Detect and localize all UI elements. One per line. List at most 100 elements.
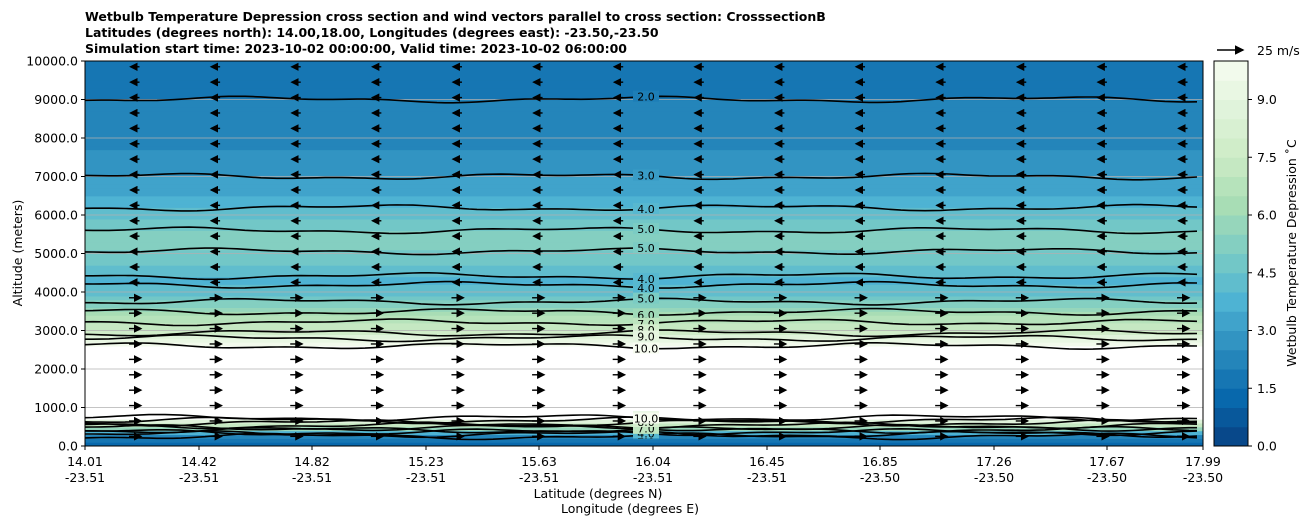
contour-label-bg	[633, 281, 659, 293]
field-band	[85, 403, 1203, 409]
colorbar-band	[1214, 80, 1248, 100]
contour-label-bg	[633, 308, 659, 320]
field-band	[85, 218, 1203, 224]
field-band	[85, 180, 1203, 185]
contour-label: 4.0	[637, 203, 655, 216]
title-line-3: Simulation start time: 2023-10-02 00:00:…	[85, 41, 627, 56]
field-band	[85, 61, 1203, 66]
field-band	[85, 72, 1203, 77]
x-axis-label-latitude: Latitude (degrees N)	[534, 486, 663, 501]
y-axis: 0.0 1000.0 2000.0 3000.0 4000.0 5000.0 6000.0 7…	[26, 54, 85, 454]
field-band	[85, 138, 1203, 143]
field-band	[85, 353, 1203, 359]
x-tick-label-lat: 16.85	[862, 454, 898, 469]
colorbar-tick-label: 1.5	[1257, 381, 1277, 396]
field-band	[85, 126, 1203, 131]
field-band	[85, 184, 1203, 189]
contour-label: 10.0	[634, 343, 659, 356]
contour-label-bg	[633, 202, 659, 214]
field-band	[85, 111, 1203, 116]
colorbar-band	[1214, 292, 1248, 312]
y-tick-label: 4000.0	[34, 285, 78, 300]
field-band	[85, 238, 1203, 243]
field-band	[85, 361, 1203, 366]
field-band	[85, 64, 1203, 70]
quiver-key: 25 m/s	[1217, 43, 1300, 58]
colorbar-tick-label: 9.0	[1257, 92, 1277, 107]
field-band	[85, 122, 1203, 128]
x-tick-label-lat: 16.04	[635, 454, 671, 469]
y-tick-label: 2000.0	[34, 362, 78, 377]
colorbar-frame	[1213, 60, 1249, 447]
field-band	[85, 399, 1203, 405]
colorbar-band	[1214, 426, 1248, 447]
field-band	[85, 365, 1203, 370]
x-tick-label-lon: -23.51	[747, 470, 787, 485]
y-tick-label: 1000.0	[34, 400, 78, 415]
x-tick-label-lon: -23.50	[860, 470, 900, 485]
y-tick-label: 8000.0	[34, 131, 78, 146]
y-tick-label: 10000.0	[26, 54, 78, 69]
field-band	[85, 372, 1203, 378]
field-band	[85, 80, 1203, 85]
field-band	[85, 199, 1203, 205]
field-band	[85, 114, 1203, 120]
field-band	[85, 130, 1203, 135]
quiver-key-label: 25 m/s	[1257, 43, 1300, 58]
y-tick-label: 5000.0	[34, 246, 78, 261]
field-band	[85, 87, 1203, 93]
field-band	[85, 153, 1203, 158]
field-band	[85, 164, 1203, 170]
x-tick-label-lon: -23.50	[1183, 470, 1223, 485]
colorbar-band	[1214, 195, 1248, 216]
field-band	[85, 395, 1203, 401]
field-band	[85, 257, 1203, 262]
colorbar-tick-label: 6.0	[1257, 208, 1277, 223]
colorbar: 0.0 1.5 3.0 4.5 6.0 7.5 9.0 Wetbulb Temperatur…	[1213, 60, 1299, 454]
x-tick-label-lon: -23.51	[179, 470, 219, 485]
field-band	[85, 357, 1203, 362]
field-band	[85, 407, 1203, 412]
colorbar-band	[1214, 311, 1248, 331]
x-tick-label-lon: -23.51	[633, 470, 673, 485]
y-tick-label: 9000.0	[34, 92, 78, 107]
contour-label-bg	[633, 169, 659, 181]
contour-label: 5.0	[637, 223, 655, 236]
field-band	[85, 261, 1203, 266]
field-band	[85, 157, 1203, 162]
x-tick-label-lat: 14.82	[294, 454, 330, 469]
colorbar-tick-label: 3.0	[1257, 323, 1277, 338]
x-tick-label-lon: -23.51	[519, 470, 559, 485]
field-band	[85, 380, 1203, 385]
x-tick-label-lat: 17.26	[976, 454, 1012, 469]
x-axis-label-longitude: Longitude (degrees E)	[561, 501, 699, 516]
contour-label: 2.0	[637, 91, 655, 104]
field-band	[85, 442, 1203, 446]
colorbar-band	[1214, 176, 1248, 197]
contour-label: 3.0	[637, 170, 655, 183]
x-tick-label-lat: 16.45	[749, 454, 785, 469]
x-tick-label-lat: 17.99	[1185, 454, 1221, 469]
y-axis-label: Altitude (meters)	[10, 200, 25, 307]
field-band	[85, 145, 1203, 151]
x-tick-label-lon: -23.50	[974, 470, 1014, 485]
contour-label-bg	[633, 90, 659, 102]
colorbar-band	[1214, 118, 1248, 139]
x-tick-label-lon: -23.51	[292, 470, 332, 485]
field-band	[85, 188, 1203, 193]
field-band	[85, 118, 1203, 124]
colorbar-band	[1214, 61, 1248, 81]
colorbar-band	[1214, 138, 1248, 158]
colorbar-band	[1214, 253, 1248, 274]
contour-label-bg	[633, 330, 659, 342]
field-band	[85, 234, 1203, 239]
x-tick-label-lat: 15.63	[521, 454, 557, 469]
colorbar-label: Wetbulb Temperature Depression ˚C	[1284, 139, 1299, 367]
colorbar-band	[1214, 369, 1248, 389]
field-band	[85, 369, 1203, 374]
x-tick-label-lat: 14.42	[181, 454, 217, 469]
contour-label-bg	[633, 342, 659, 354]
field-band	[85, 141, 1203, 147]
field-band	[85, 268, 1203, 274]
